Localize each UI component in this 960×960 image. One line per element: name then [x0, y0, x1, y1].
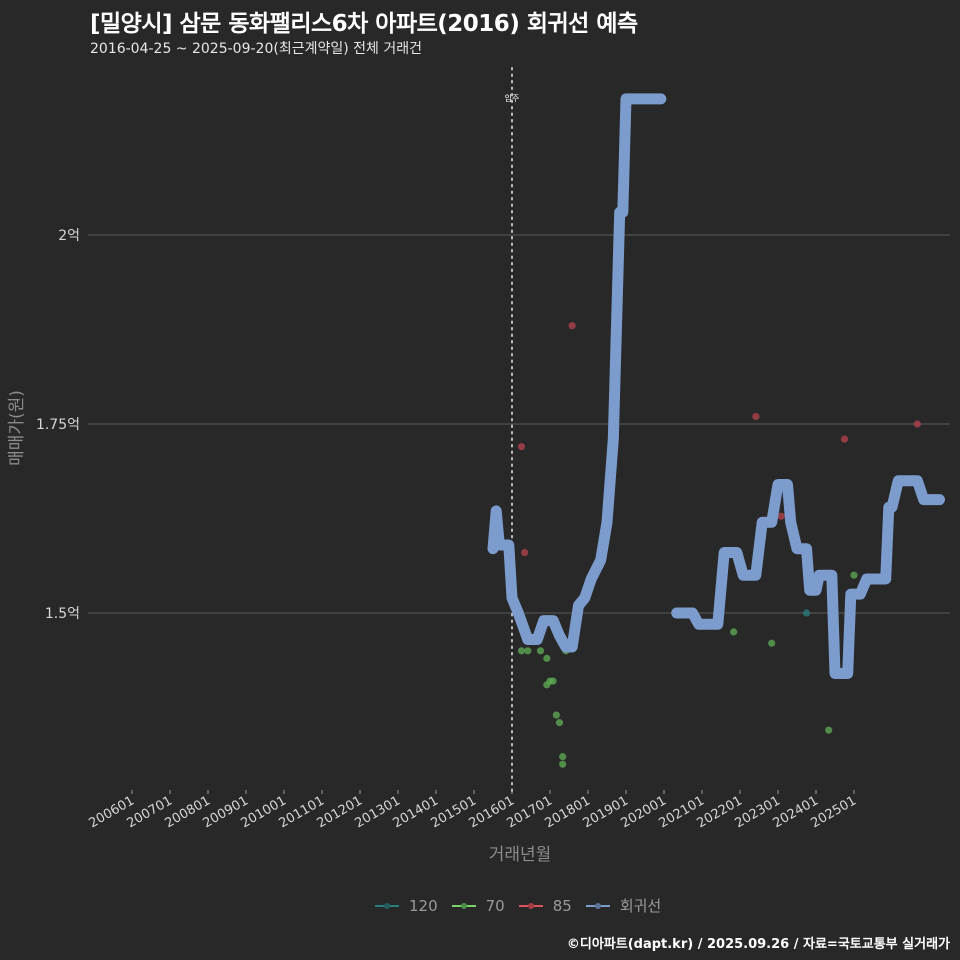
- legend: 120 70 85 회귀선: [375, 895, 675, 916]
- regression-path: [487, 93, 667, 653]
- y-tick-label: 1.75억: [36, 417, 80, 433]
- legend-label: 120: [409, 896, 438, 915]
- legend-item-120: 120: [375, 897, 438, 915]
- data-point-70: [559, 753, 567, 761]
- data-point-85: [840, 435, 849, 443]
- legend-item-regression: 회귀선: [585, 895, 662, 916]
- legend-key-icon: [451, 900, 476, 912]
- legend-key-icon: [585, 900, 610, 912]
- chart-title: [밀양시] 삼문 동화팰리스6차 아파트(2016) 회귀선 예측: [90, 11, 638, 37]
- regression-path: [671, 475, 945, 679]
- y-axis-title: 매매가(원): [7, 390, 27, 466]
- data-point-70: [543, 654, 551, 662]
- legend-label: 회귀선: [619, 897, 662, 915]
- data-point-70: [517, 647, 526, 655]
- data-point-85: [568, 322, 576, 330]
- legend-key-icon: [518, 900, 543, 912]
- x-axis-title: 거래년월: [489, 845, 552, 865]
- data-point-70: [559, 760, 567, 768]
- legend-item-85: 85: [518, 896, 572, 915]
- data-point-70: [524, 647, 532, 655]
- y-tick-label: 1.5억: [45, 606, 80, 622]
- legend-label: 85: [552, 896, 572, 915]
- legend-label: 70: [485, 896, 505, 915]
- scatter-points: [517, 322, 921, 768]
- move-in-annotation: 입주: [505, 67, 520, 793]
- data-point-70: [555, 719, 564, 727]
- move-in-label: 입주: [505, 94, 520, 103]
- data-point-85: [521, 548, 529, 557]
- data-point-85: [777, 512, 785, 520]
- y-axis-ticks: 1.5억 1.75억 2억: [36, 228, 80, 622]
- data-point-70: [850, 571, 858, 579]
- data-point-70: [552, 711, 560, 719]
- data-point-70: [549, 677, 557, 685]
- x-axis-ticks: 2006012007012008012009012010012011012012…: [87, 790, 859, 831]
- data-point-85: [752, 412, 760, 421]
- gridlines: [88, 234, 950, 614]
- chart-subtitle: 2016-04-25 ~ 2025-09-20(최근계약일) 전체 거래건: [90, 41, 422, 57]
- data-point-70: [730, 628, 738, 636]
- data-point-70: [768, 639, 776, 647]
- regression-line: [487, 93, 945, 679]
- legend-item-70: 70: [451, 896, 505, 915]
- legend-key-icon: [375, 900, 399, 912]
- data-point-70: [825, 726, 833, 734]
- data-point-120: [802, 609, 811, 617]
- source-caption: ©디아파트(dapt.kr) / 2025.09.26 / 자료=국토교통부 실…: [566, 937, 950, 952]
- data-point-85: [517, 443, 526, 451]
- data-point-70: [536, 647, 545, 655]
- data-point-85: [913, 420, 921, 428]
- y-tick-label: 2억: [58, 228, 80, 244]
